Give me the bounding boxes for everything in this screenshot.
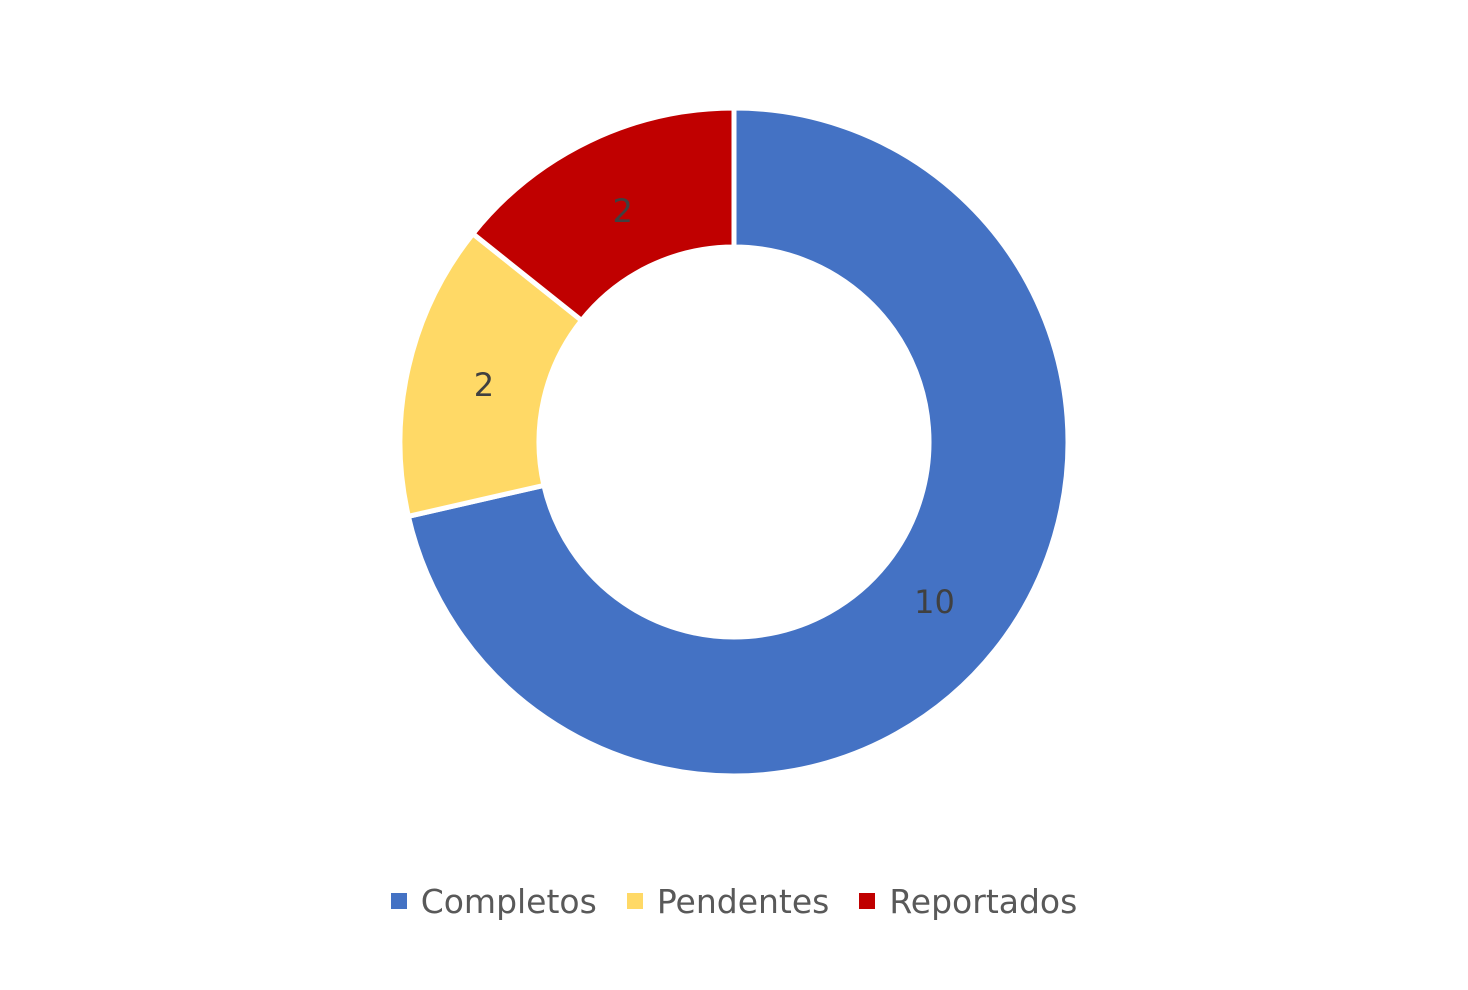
donut-plot: 10 2 2 xyxy=(397,105,1071,779)
legend-label-completos: Completos xyxy=(420,881,597,921)
donut-slice-completos xyxy=(405,105,1071,779)
data-label-completos: 10 xyxy=(914,583,955,621)
donut-slices xyxy=(397,105,1071,779)
data-label-pendentes: 2 xyxy=(474,366,494,404)
donut-slice-reportados xyxy=(469,105,737,324)
data-labels: 10 2 2 xyxy=(474,192,955,621)
legend-swatch-pendentes xyxy=(626,893,643,909)
legend-item-pendentes: Pendentes xyxy=(626,881,830,921)
legend-swatch-completos xyxy=(390,893,407,909)
legend-item-completos: Completos xyxy=(390,881,597,921)
legend-label-pendentes: Pendentes xyxy=(656,881,830,921)
legend-label-reportados: Reportados xyxy=(889,881,1078,921)
legend: Completos Pendentes Reportados xyxy=(0,876,1468,926)
data-label-reportados: 2 xyxy=(613,192,633,230)
legend-swatch-reportados xyxy=(859,893,876,909)
legend-item-reportados: Reportados xyxy=(859,885,1077,918)
